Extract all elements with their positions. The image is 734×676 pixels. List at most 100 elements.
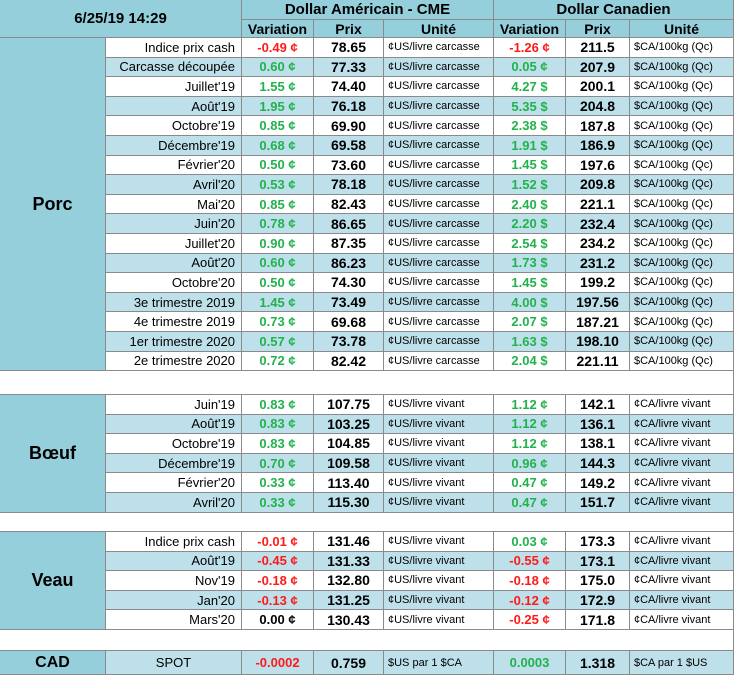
spacer-row	[0, 371, 734, 395]
usd-price: 104.85	[314, 434, 384, 454]
usd-variation: 0.85 ¢	[242, 116, 314, 136]
usd-price: 115.30	[314, 493, 384, 513]
cad-cad-variation: 0.0003	[494, 651, 566, 675]
usd-price: 76.18	[314, 96, 384, 117]
usd-price: 78.18	[314, 175, 384, 195]
cad-variation: 1.12 ¢	[494, 395, 566, 415]
usd-variation: 0.33 ¢	[242, 493, 314, 513]
usd-variation: -0.13 ¢	[242, 590, 314, 611]
col-header-unite: Unité	[384, 20, 494, 38]
cad-cad-unit: $CA par 1 $US	[630, 651, 734, 675]
cad-usd-unit: $US par 1 $CA	[384, 651, 494, 675]
row-label: Octobre'19	[106, 116, 242, 136]
cad-variation: 4.00 $	[494, 292, 566, 313]
row-label: Août'20	[106, 253, 242, 274]
row-label: 1er trimestre 2020	[106, 332, 242, 352]
cad-price: 151.7	[566, 493, 630, 513]
row-label: Carcasse découpée	[106, 57, 242, 78]
col-header-variation: Variation	[242, 20, 314, 38]
cad-variation: 1.12 ¢	[494, 434, 566, 454]
cad-price: 173.3	[566, 532, 630, 552]
cad-price: 149.2	[566, 473, 630, 493]
usd-price: 82.42	[314, 351, 384, 372]
cad-price: 197.56	[566, 292, 630, 313]
row-label: Indice prix cash	[106, 38, 242, 58]
usd-price: 73.78	[314, 332, 384, 352]
cad-price: 144.3	[566, 453, 630, 474]
row-label: Juillet'20	[106, 234, 242, 254]
cad-price: 221.1	[566, 194, 630, 215]
usd-price: 73.49	[314, 292, 384, 313]
usd-price: 78.65	[314, 38, 384, 58]
cad-variation: 1.73 $	[494, 253, 566, 274]
usd-price: 103.25	[314, 414, 384, 435]
spacer-row	[0, 512, 734, 532]
row-label: Avril'20	[106, 175, 242, 195]
cad-unit: $CA/100kg (Qc)	[630, 292, 734, 313]
usd-price: 69.90	[314, 116, 384, 136]
usd-unit: ¢US/livre vivant	[384, 453, 494, 474]
cad-unit: $CA/100kg (Qc)	[630, 77, 734, 97]
usd-price: 77.33	[314, 57, 384, 78]
usd-variation: 0.78 ¢	[242, 214, 314, 234]
cad-unit: ¢CA/livre vivant	[630, 395, 734, 415]
usd-variation: 0.83 ¢	[242, 414, 314, 435]
cad-variation: 2.20 $	[494, 214, 566, 234]
usd-price: 73.60	[314, 155, 384, 176]
cad-variation: 2.07 $	[494, 312, 566, 332]
cad-price: 232.4	[566, 214, 630, 234]
cad-price: 200.1	[566, 77, 630, 97]
col-header-prix: Prix	[314, 20, 384, 38]
row-label: 4e trimestre 2019	[106, 312, 242, 332]
cad-variation: 2.38 $	[494, 116, 566, 136]
cad-unit: ¢CA/livre vivant	[630, 610, 734, 630]
usd-price: 82.43	[314, 194, 384, 215]
col-header-prix: Prix	[566, 20, 630, 38]
cad-variation: 0.47 ¢	[494, 473, 566, 493]
usd-unit: ¢US/livre vivant	[384, 493, 494, 513]
usd-unit: ¢US/livre carcasse	[384, 57, 494, 78]
row-label: Jan'20	[106, 590, 242, 611]
cad-price: 136.1	[566, 414, 630, 435]
usd-unit: ¢US/livre carcasse	[384, 253, 494, 274]
cad-variation: 5.35 $	[494, 96, 566, 117]
cad-variation: -0.18 ¢	[494, 571, 566, 591]
usd-unit: ¢US/livre carcasse	[384, 136, 494, 156]
usd-unit: ¢US/livre vivant	[384, 473, 494, 493]
cad-price: 142.1	[566, 395, 630, 415]
cad-unit: ¢CA/livre vivant	[630, 571, 734, 591]
cad-unit: ¢CA/livre vivant	[630, 551, 734, 572]
row-label: Août'19	[106, 96, 242, 117]
cad-variation: -1.26 ¢	[494, 38, 566, 58]
cad-price: 187.8	[566, 116, 630, 136]
usd-price: 109.58	[314, 453, 384, 474]
cad-variation: -0.25 ¢	[494, 610, 566, 630]
usd-price: 86.23	[314, 253, 384, 274]
usd-variation: 0.53 ¢	[242, 175, 314, 195]
usd-price: 131.33	[314, 551, 384, 572]
usd-variation: 0.60 ¢	[242, 57, 314, 78]
cad-unit: $CA/100kg (Qc)	[630, 38, 734, 58]
usd-price: 131.25	[314, 590, 384, 611]
cad-unit: $CA/100kg (Qc)	[630, 351, 734, 372]
row-label: 2e trimestre 2020	[106, 351, 242, 372]
cad-unit: $CA/100kg (Qc)	[630, 234, 734, 254]
cad-unit: $CA/100kg (Qc)	[630, 253, 734, 274]
cad-variation: 0.03 ¢	[494, 532, 566, 552]
cad-unit: ¢CA/livre vivant	[630, 434, 734, 454]
cad-unit: $CA/100kg (Qc)	[630, 116, 734, 136]
usd-variation: 0.60 ¢	[242, 253, 314, 274]
cad-variation: 1.45 $	[494, 155, 566, 176]
usd-variation: 1.55 ¢	[242, 77, 314, 97]
cad-price: 234.2	[566, 234, 630, 254]
usd-variation: 0.83 ¢	[242, 434, 314, 454]
row-label: Août'19	[106, 414, 242, 435]
usd-variation: 0.70 ¢	[242, 453, 314, 474]
cad-variation: 2.54 $	[494, 234, 566, 254]
section-veau: Veau	[0, 532, 106, 630]
usd-unit: ¢US/livre carcasse	[384, 292, 494, 313]
cad-unit: ¢CA/livre vivant	[630, 473, 734, 493]
usd-price: 130.43	[314, 610, 384, 630]
usd-price: 131.46	[314, 532, 384, 552]
usd-variation: 0.00 ¢	[242, 610, 314, 630]
